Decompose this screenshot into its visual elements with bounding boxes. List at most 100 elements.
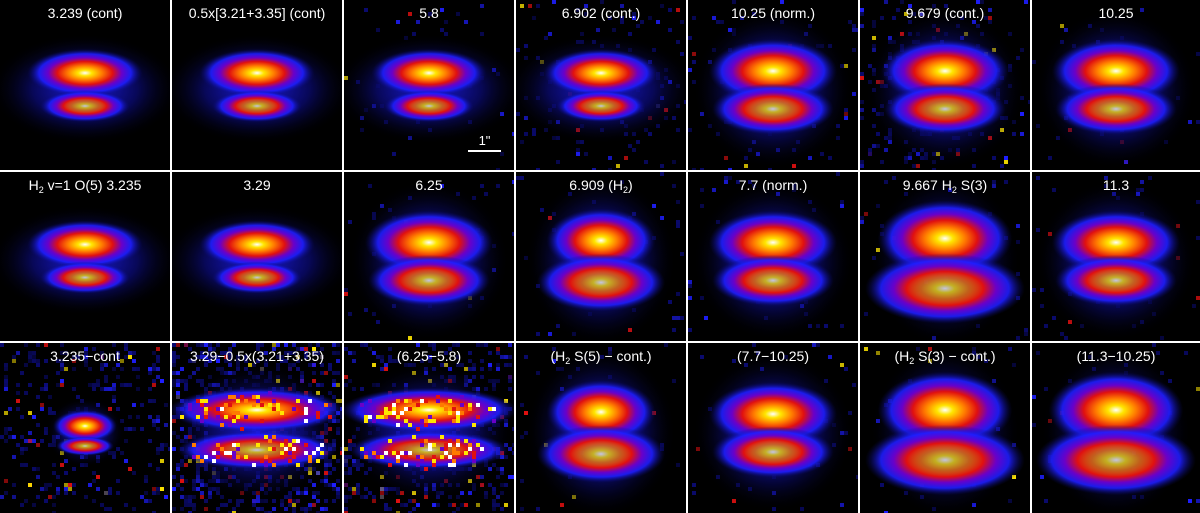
label-text: 9.667 H [902,177,952,193]
noise-pixel [524,132,528,136]
noise-pixel [452,503,456,507]
emission-pixel [432,459,436,463]
noise-pixel [916,347,920,351]
noise-pixel [316,343,320,347]
noise-pixel [1004,160,1008,164]
noise-pixel [600,0,604,4]
upper-lobe [344,387,514,433]
emission-pixel [452,459,456,463]
emission-pixel [428,447,432,451]
noise-pixel [484,343,488,347]
noise-pixel [520,403,524,407]
noise-pixel [984,16,988,20]
noise-pixel [64,483,68,487]
noise-pixel [852,24,856,28]
label-text: (H [894,348,910,364]
noise-pixel [620,20,624,24]
noise-pixel [228,355,232,359]
noise-pixel [52,511,56,513]
emission-pixel [432,443,436,447]
noise-pixel [188,499,192,503]
noise-pixel [288,495,292,499]
emission-pixel [304,407,308,411]
emission-pixel [384,451,388,455]
noise-pixel [416,20,420,24]
noise-pixel [4,379,8,383]
noise-pixel [324,475,328,479]
noise-pixel [736,180,740,184]
noise-pixel [288,351,292,355]
nebula-image [864,347,1025,513]
emission-pixel [256,399,260,403]
noise-pixel [276,355,280,359]
lower-lobe [177,430,337,470]
emission-pixel [264,455,268,459]
noise-pixel [432,343,436,347]
nebula-image [1032,176,1200,341]
noise-pixel [296,355,300,359]
emission-pixel [372,419,376,423]
lower-lobe [712,426,834,478]
emission-pixel [424,439,428,443]
nebula-image [0,34,170,144]
emission-pixel [276,407,280,411]
noise-pixel [232,343,236,347]
noise-pixel [100,351,104,355]
emission-pixel [236,447,240,451]
panel-label: H2 v=1 O(5) 3.235 [0,177,170,195]
noise-pixel [56,359,60,363]
noise-pixel [320,479,324,483]
emission-pixel [476,415,480,419]
noise-pixel [1044,324,1048,328]
noise-pixel [4,363,8,367]
noise-pixel [1024,328,1028,332]
noise-pixel [576,152,580,156]
lower-lobe [1055,254,1177,307]
noise-pixel [440,28,444,32]
noise-pixel [656,20,660,24]
noise-pixel [508,387,512,391]
noise-pixel [72,491,76,495]
emission-pixel [456,411,460,415]
emission-pixel [316,459,320,463]
noise-pixel [332,483,336,487]
image-panel: 6.902 (cont.) [516,0,686,170]
noise-pixel [1140,8,1144,12]
emission-pixel [400,411,404,415]
emission-pixel [432,463,436,467]
noise-pixel [852,383,856,387]
noise-pixel [152,367,156,371]
emission-pixel [224,403,228,407]
emission-pixel [232,443,236,447]
emission-pixel [292,407,296,411]
noise-pixel [36,359,40,363]
noise-pixel [680,52,684,56]
noise-pixel [192,503,196,507]
noise-pixel [332,379,336,383]
emission-pixel [296,399,300,403]
label-text: 6.902 (cont.) [561,5,641,21]
label-text: v=1 O(5) 3.235 [43,177,142,193]
noise-pixel [200,355,204,359]
noise-pixel [24,499,28,503]
noise-pixel [1196,236,1200,240]
noise-pixel [988,8,992,12]
panel-label: 3.239 (cont) [0,5,170,21]
noise-pixel [636,140,640,144]
noise-pixel [364,487,368,491]
noise-pixel [296,359,300,363]
noise-pixel [40,487,44,491]
noise-pixel [492,383,496,387]
noise-pixel [496,184,500,188]
label-text: S(5) − cont.) [570,348,652,364]
noise-pixel [488,483,492,487]
upper-lobe [53,410,117,442]
emission-pixel [228,423,232,427]
noise-pixel [672,328,676,332]
emission-pixel [216,411,220,415]
upper-lobe [365,210,493,275]
noise-pixel [164,423,168,427]
label-text: 5.8 [419,5,439,21]
noise-pixel [536,507,540,511]
emission-pixel [244,399,248,403]
